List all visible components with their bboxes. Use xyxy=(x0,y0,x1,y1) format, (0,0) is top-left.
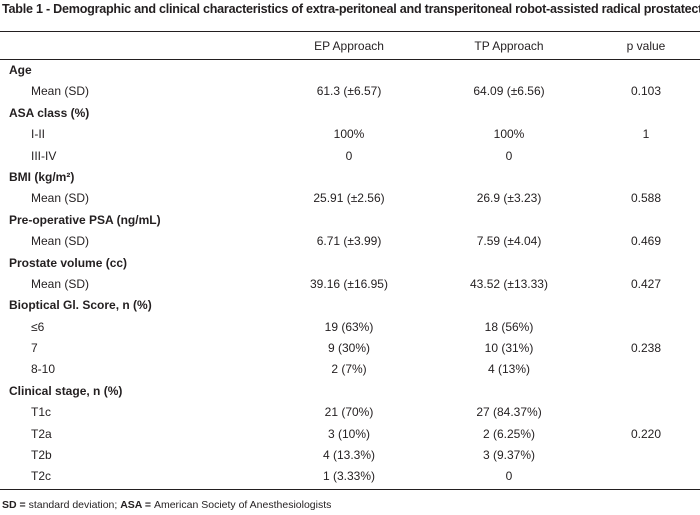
table-row: Mean (SD) 6.71 (±3.99) 7.59 (±4.04) 0.469 xyxy=(0,230,700,251)
row-label: ≤6 xyxy=(31,319,45,334)
table-row: Mean (SD) 39.16 (±16.95) 43.52 (±13.33) 0.4… xyxy=(0,273,700,294)
section-row: ASA class (%) xyxy=(0,102,700,123)
p-value: 0.427 xyxy=(630,276,662,291)
table-row: I-II 100% 100% 1 xyxy=(0,123,700,144)
row-label: T1c xyxy=(31,405,52,420)
tp-value: 64.09 (±6.56) xyxy=(473,84,545,99)
tp-value: 7.59 (±4.04) xyxy=(476,234,542,249)
table-bottom-rule xyxy=(0,489,700,490)
table-row: T2a 3 (10%) 2 (6.25%) 0.220 xyxy=(0,423,700,444)
row-label: T2a xyxy=(31,426,52,441)
table-row: Mean (SD) 61.3 (±6.57) 64.09 (±6.56) 0.103 xyxy=(0,80,700,101)
section-row: Prostate volume (cc) xyxy=(0,252,700,273)
footnote-text-asa: American Society of Anesthesiologists xyxy=(153,499,332,511)
p-value: 1 xyxy=(642,127,650,142)
row-label: III-IV xyxy=(31,148,57,163)
ep-value: 61.3 (±6.57) xyxy=(316,84,382,99)
ep-value: 4 (13.3%) xyxy=(322,448,376,463)
section-label: Clinical stage, n (%) xyxy=(9,383,123,398)
table-top-rule xyxy=(0,31,700,32)
ep-value: 0 xyxy=(345,148,353,163)
row-label: T2b xyxy=(31,448,52,463)
tp-value: 0 xyxy=(505,148,513,163)
tp-value: 43.52 (±13.33) xyxy=(470,276,548,291)
table-row: Mean (SD) 25.91 (±2.56) 26.9 (±3.23) 0.588 xyxy=(0,187,700,208)
p-value: 0.588 xyxy=(630,191,662,206)
table-row: T1c 21 (70%) 27 (84.37%) xyxy=(0,401,700,422)
table-header-row: EP Approach TP Approach p value xyxy=(0,31,700,59)
table-row: T2c 1 (3.33%) 0 xyxy=(0,465,700,486)
footnote-sep-asa: = xyxy=(142,499,154,511)
table-body: Age Mean (SD) 61.3 (±6.57) 64.09 (±6.56) 0.1… xyxy=(0,59,700,487)
footnote-sep-sd: = xyxy=(16,499,29,511)
header-ep-approach: EP Approach xyxy=(314,39,384,53)
p-value: 0.469 xyxy=(630,234,662,249)
ep-value: 9 (30%) xyxy=(327,341,371,356)
ep-value: 21 (70%) xyxy=(324,405,374,420)
tp-value: 100% xyxy=(493,127,525,142)
ep-value: 25.91 (±2.56) xyxy=(313,191,385,206)
row-label: Mean (SD) xyxy=(31,234,90,249)
row-label: 7 xyxy=(31,341,38,356)
row-label: Mean (SD) xyxy=(31,191,90,206)
tp-value: 2 (6.25%) xyxy=(482,426,536,441)
tp-value: 10 (31%) xyxy=(484,341,534,356)
header-tp-approach: TP Approach xyxy=(474,39,544,53)
section-label: BMI (kg/m²) xyxy=(9,169,75,184)
row-label: Mean (SD) xyxy=(31,84,90,99)
table-caption: Table 1 - Demographic and clinical chara… xyxy=(2,2,700,16)
table-row: 7 9 (30%) 10 (31%) 0.238 xyxy=(0,337,700,358)
tp-value: 0 xyxy=(505,469,513,484)
table-footnote: SD = standard deviation; ASA = American … xyxy=(2,499,331,511)
footnote-abbr-sd: SD xyxy=(2,499,17,511)
row-label: 8-10 xyxy=(31,362,56,377)
ep-value: 2 (7%) xyxy=(331,362,367,377)
footnote-abbr-asa: ASA xyxy=(120,499,142,511)
ep-value: 6.71 (±3.99) xyxy=(316,234,382,249)
tp-value: 26.9 (±3.23) xyxy=(476,191,542,206)
section-label: Prostate volume (cc) xyxy=(9,255,128,270)
table-row: ≤6 19 (63%) 18 (56%) xyxy=(0,316,700,337)
p-value: 0.103 xyxy=(630,84,662,99)
ep-value: 3 (10%) xyxy=(327,426,371,441)
section-label: Pre-operative PSA (ng/mL) xyxy=(9,212,161,227)
ep-value: 1 (3.33%) xyxy=(322,469,376,484)
characteristics-table: EP Approach TP Approach p value Age Mean … xyxy=(0,31,700,490)
table-row: 8-10 2 (7%) 4 (13%) xyxy=(0,358,700,379)
row-label: Mean (SD) xyxy=(31,276,90,291)
tp-value: 4 (13%) xyxy=(487,362,531,377)
table-header-rule xyxy=(0,59,700,60)
row-label: T2c xyxy=(31,469,52,484)
footnote-text-sd: standard deviation; xyxy=(28,499,121,511)
table-row: T2b 4 (13.3%) 3 (9.37%) xyxy=(0,444,700,465)
section-row: Pre-operative PSA (ng/mL) xyxy=(0,209,700,230)
table-row: III-IV 0 0 xyxy=(0,145,700,166)
p-value: 0.238 xyxy=(630,341,662,356)
section-row: BMI (kg/m²) xyxy=(0,166,700,187)
section-row: Bioptical Gl. Score, n (%) xyxy=(0,294,700,315)
tp-value: 3 (9.37%) xyxy=(482,448,536,463)
section-row: Age xyxy=(0,59,700,80)
section-label: Bioptical Gl. Score, n (%) xyxy=(9,298,152,313)
ep-value: 100% xyxy=(333,127,365,142)
section-label: ASA class (%) xyxy=(9,105,90,120)
section-row: Clinical stage, n (%) xyxy=(0,380,700,401)
tp-value: 27 (84.37%) xyxy=(476,405,542,420)
section-label: Age xyxy=(9,63,32,77)
ep-value: 39.16 (±16.95) xyxy=(310,276,388,291)
header-p-value: p value xyxy=(626,39,666,53)
tp-value: 18 (56%) xyxy=(484,319,534,334)
ep-value: 19 (63%) xyxy=(324,319,374,334)
row-label: I-II xyxy=(31,127,45,142)
p-value: 0.220 xyxy=(630,426,662,441)
